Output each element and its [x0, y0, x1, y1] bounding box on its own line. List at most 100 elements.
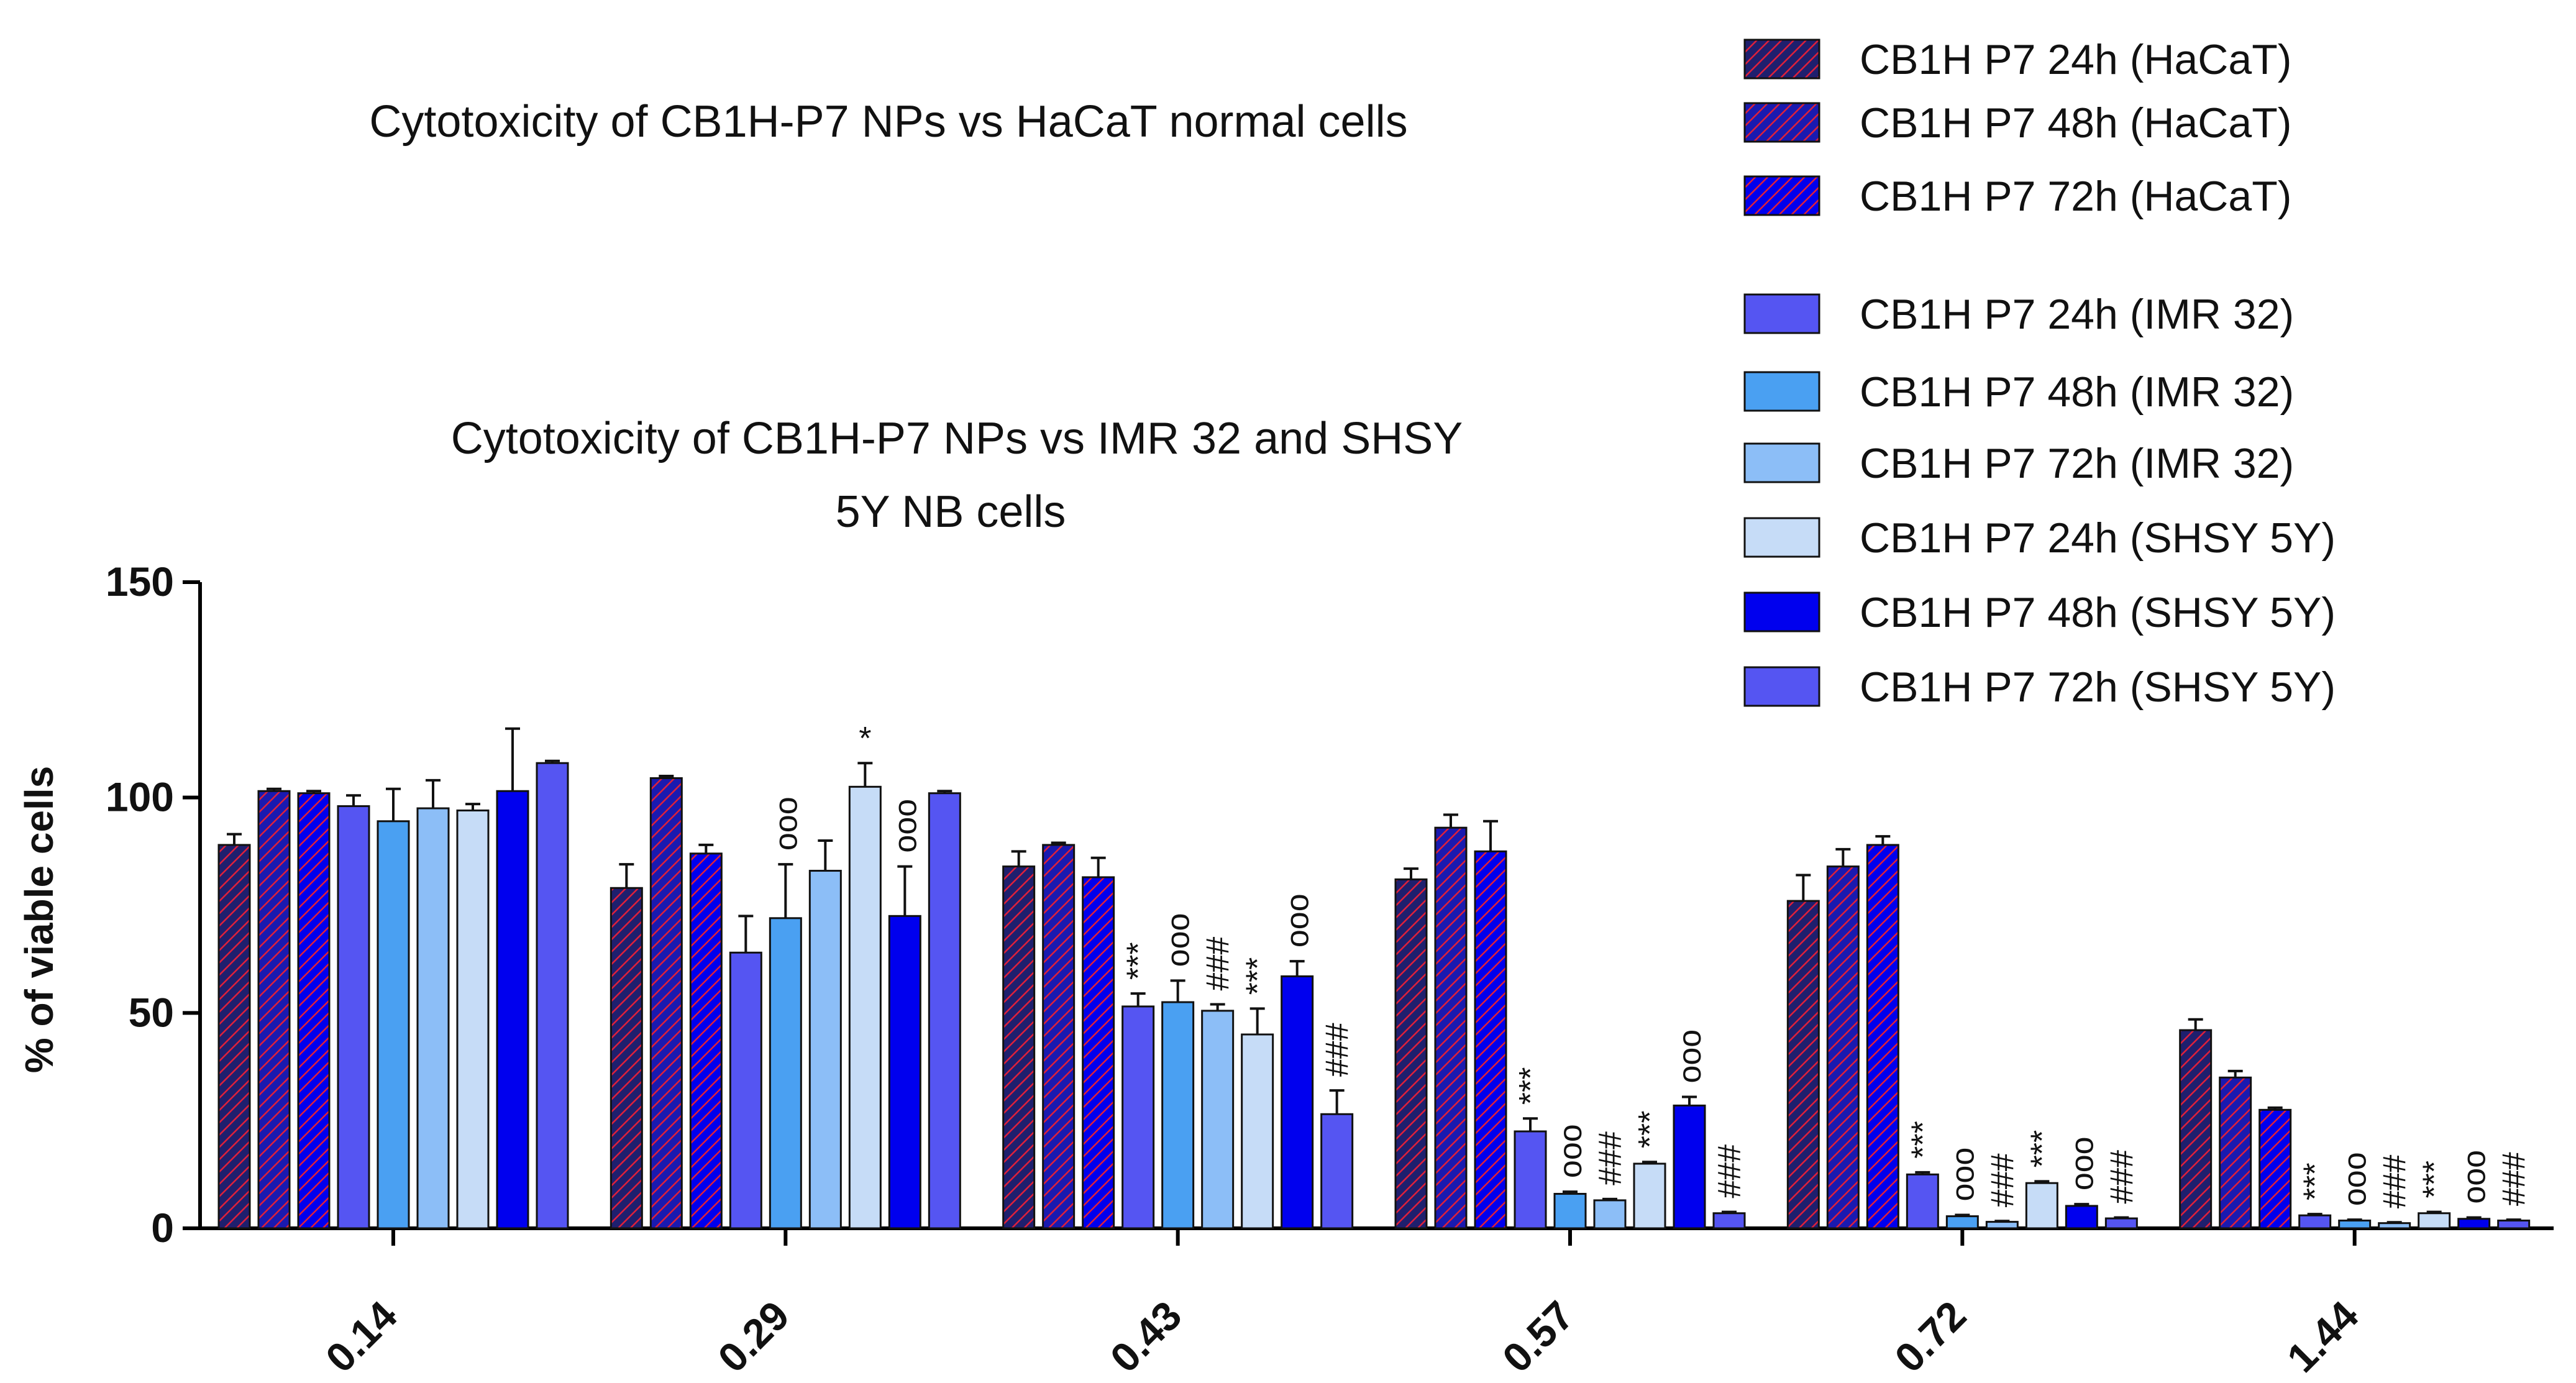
x-tick-label: 0.72: [1886, 1292, 1975, 1380]
bar: [2106, 1218, 2137, 1228]
bar: [1202, 1010, 1233, 1228]
bar: [1321, 1114, 1353, 1228]
bar-hatch: [651, 778, 682, 1228]
significance-mark: ***: [1513, 1067, 1549, 1105]
bar: [1947, 1216, 1978, 1228]
y-tick-label: 50: [129, 989, 174, 1035]
bar-hatch: [258, 791, 290, 1228]
legend-swatch-outline: [1743, 591, 1820, 632]
bar-hatch: [1867, 844, 1899, 1228]
legend-swatch-outline: [1743, 175, 1820, 216]
legend-swatch-outline: [1743, 102, 1820, 143]
bar: [2378, 1223, 2410, 1228]
bar-hatch: [2219, 1077, 2251, 1228]
bar-hatch: [1082, 877, 1114, 1228]
legend-swatch-hatch: [1745, 40, 1819, 78]
significance-mark: ooo: [1280, 893, 1316, 947]
significance-mark: ###: [2496, 1152, 2533, 1206]
bar: [1634, 1164, 1665, 1228]
significance-mark: *: [859, 721, 871, 757]
legend-swatch-outline: [1743, 293, 1820, 334]
significance-mark: ***: [2298, 1162, 2334, 1200]
significance-mark: ###: [1200, 937, 1236, 991]
bar: [2339, 1220, 2370, 1228]
x-tick-label: 1.44: [2278, 1292, 2367, 1380]
bar-hatch: [219, 844, 250, 1228]
legend-swatch-outline: [1743, 39, 1820, 80]
significance-mark: ooo: [1161, 913, 1197, 967]
bar: [1281, 976, 1313, 1228]
chart-title-nb-line1: Cytotoxicity of CB1H-P7 NPs vs IMR 32 an…: [451, 414, 1463, 463]
bar: [810, 870, 841, 1228]
significance-mark: ooo: [2337, 1152, 2373, 1206]
legend-swatch-outline: [1743, 666, 1820, 707]
y-tick-label: 0: [151, 1205, 174, 1251]
bar: [418, 808, 449, 1228]
legend-swatch: [1745, 667, 1819, 706]
legend-swatch-hatch: [1745, 176, 1819, 215]
bar-hatch: [611, 888, 642, 1228]
legend: CB1H P7 24h (HaCaT) CB1H P7 48h (HaCaT) CB…: [1743, 36, 2336, 711]
bar: [1594, 1200, 1625, 1228]
bar-hatch: [690, 853, 722, 1228]
bar: [1907, 1174, 1939, 1228]
legend-label: CB1H P7 24h (HaCaT): [1860, 36, 2291, 83]
bar: [2498, 1220, 2529, 1228]
legend-swatch: [1745, 593, 1819, 631]
bars: [217, 727, 2531, 1230]
bar: [2299, 1215, 2331, 1228]
bar-hatch: [1788, 901, 1819, 1228]
bar: [1241, 1034, 1273, 1228]
legend-label: CB1H P7 48h (IMR 32): [1860, 368, 2294, 416]
bar-hatch: [2180, 1030, 2211, 1228]
significance-mark: ###: [1592, 1131, 1628, 1185]
significance-mark: ***: [2417, 1161, 2453, 1198]
significance-mark: ***: [1240, 957, 1276, 995]
bar-hatch: [1003, 866, 1035, 1228]
bar: [1674, 1105, 1705, 1228]
bar: [1515, 1131, 1546, 1228]
legend-label: CB1H P7 24h (SHSY 5Y): [1860, 514, 2336, 562]
bar-hatch: [298, 793, 329, 1228]
legend-swatch: [1745, 294, 1819, 333]
bar: [1555, 1194, 1586, 1228]
significance-mark: ooo: [768, 796, 804, 851]
bar: [457, 810, 488, 1228]
legend-swatch: [1745, 444, 1819, 482]
x-tick-label: 0.57: [1494, 1292, 1583, 1380]
legend-swatch: [1745, 372, 1819, 411]
significance-mark: ooo: [2457, 1150, 2493, 1204]
significance-mark: ###: [2377, 1154, 2413, 1208]
significance-mark: ooo: [1553, 1124, 1589, 1178]
x-tick-label: 0.43: [1101, 1292, 1190, 1380]
bar: [2458, 1218, 2490, 1228]
significance-mark: ***: [1632, 1111, 1668, 1149]
bar: [1162, 1002, 1194, 1228]
legend-swatch-hatch: [1745, 103, 1819, 142]
bar: [378, 821, 409, 1228]
legend-label: CB1H P7 72h (HaCaT): [1860, 173, 2291, 220]
legend-label: CB1H P7 72h (IMR 32): [1860, 440, 2294, 487]
y-axis-title: % of viable cells: [17, 766, 62, 1073]
bar: [497, 791, 528, 1228]
bar: [537, 763, 568, 1228]
x-tick-label: 0.29: [709, 1292, 798, 1380]
bar: [929, 793, 961, 1228]
legend-swatch-outline: [1743, 517, 1820, 558]
bar-hatch: [2259, 1110, 2291, 1228]
significance-mark: ###: [1985, 1153, 2021, 1207]
bar: [2418, 1213, 2450, 1228]
significance-mark: ooo: [1672, 1029, 1708, 1084]
bar: [2026, 1183, 2058, 1228]
y-tick-label: 100: [106, 774, 174, 820]
bar: [849, 787, 881, 1228]
significance-mark: ###: [2104, 1150, 2140, 1204]
significance-mark: ###: [1320, 1023, 1356, 1077]
significance-mark: ooo: [1945, 1148, 1981, 1202]
y-tick-label: 150: [106, 559, 174, 605]
legend-label: CB1H P7 48h (SHSY 5Y): [1860, 589, 2336, 636]
x-tick-label: 0.14: [317, 1292, 406, 1380]
bar-hatch: [1475, 851, 1506, 1228]
bar-hatch: [1827, 866, 1859, 1228]
